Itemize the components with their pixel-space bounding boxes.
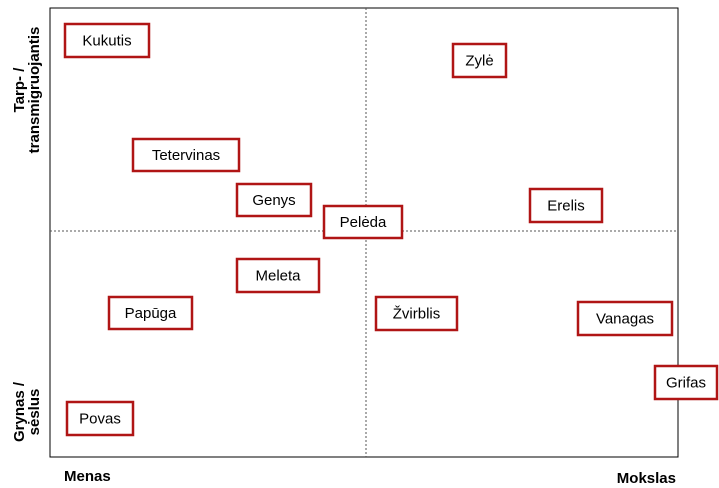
node-box	[107, 295, 194, 331]
x-right-label: Mokslas	[617, 470, 676, 487]
node-box	[131, 137, 241, 173]
node-box	[235, 182, 313, 218]
node: Vanagas	[576, 300, 674, 337]
node-box	[65, 400, 135, 437]
node-box	[451, 42, 508, 79]
node-label: Grifas	[666, 374, 706, 391]
node-label: Pelėda	[340, 214, 387, 231]
node-box	[528, 187, 604, 224]
node: Grifas	[653, 364, 719, 401]
x-left-label: Menas	[64, 468, 111, 485]
node-label: Meleta	[255, 267, 301, 284]
node: Žvirblis	[374, 295, 459, 332]
node-label: Kukutis	[82, 32, 131, 49]
node: Kukutis	[63, 22, 151, 59]
node: Povas	[65, 400, 135, 437]
y-top-line: transmigruojantis	[26, 27, 43, 154]
node-label: Zylė	[465, 52, 493, 69]
node: Meleta	[235, 257, 321, 294]
node: Genys	[235, 182, 313, 218]
y-bottom-line: Grynas /	[11, 381, 28, 442]
node-label: Genys	[252, 192, 295, 209]
node-label: Erelis	[547, 197, 585, 214]
node: Tetervinas	[131, 137, 241, 173]
node-box	[576, 300, 674, 337]
y-top-line: Tarp- /	[11, 67, 28, 113]
y-bottom-line: sėslus	[26, 389, 43, 436]
nodes: Kukutis Zylė Tetervinas Genys Pelėda Erelis Me…	[63, 22, 719, 437]
node: Zylė	[451, 42, 508, 79]
node-label: Žvirblis	[393, 305, 441, 322]
y-bottom-label: Grynas / sėslus	[11, 381, 43, 442]
node-label: Tetervinas	[152, 147, 220, 164]
node: Papūga	[107, 295, 194, 331]
node-box	[235, 257, 321, 294]
node-label: Vanagas	[596, 310, 654, 327]
node-box	[322, 204, 404, 240]
node-box	[653, 364, 719, 401]
node: Erelis	[528, 187, 604, 224]
node-box	[374, 295, 459, 332]
plot-frame	[49, 7, 679, 458]
node-box	[63, 22, 151, 59]
node: Pelėda	[322, 204, 404, 240]
node-label: Papūga	[125, 305, 177, 322]
y-top-label: Tarp- / transmigruojantis	[11, 27, 43, 154]
node-label: Povas	[79, 410, 121, 427]
